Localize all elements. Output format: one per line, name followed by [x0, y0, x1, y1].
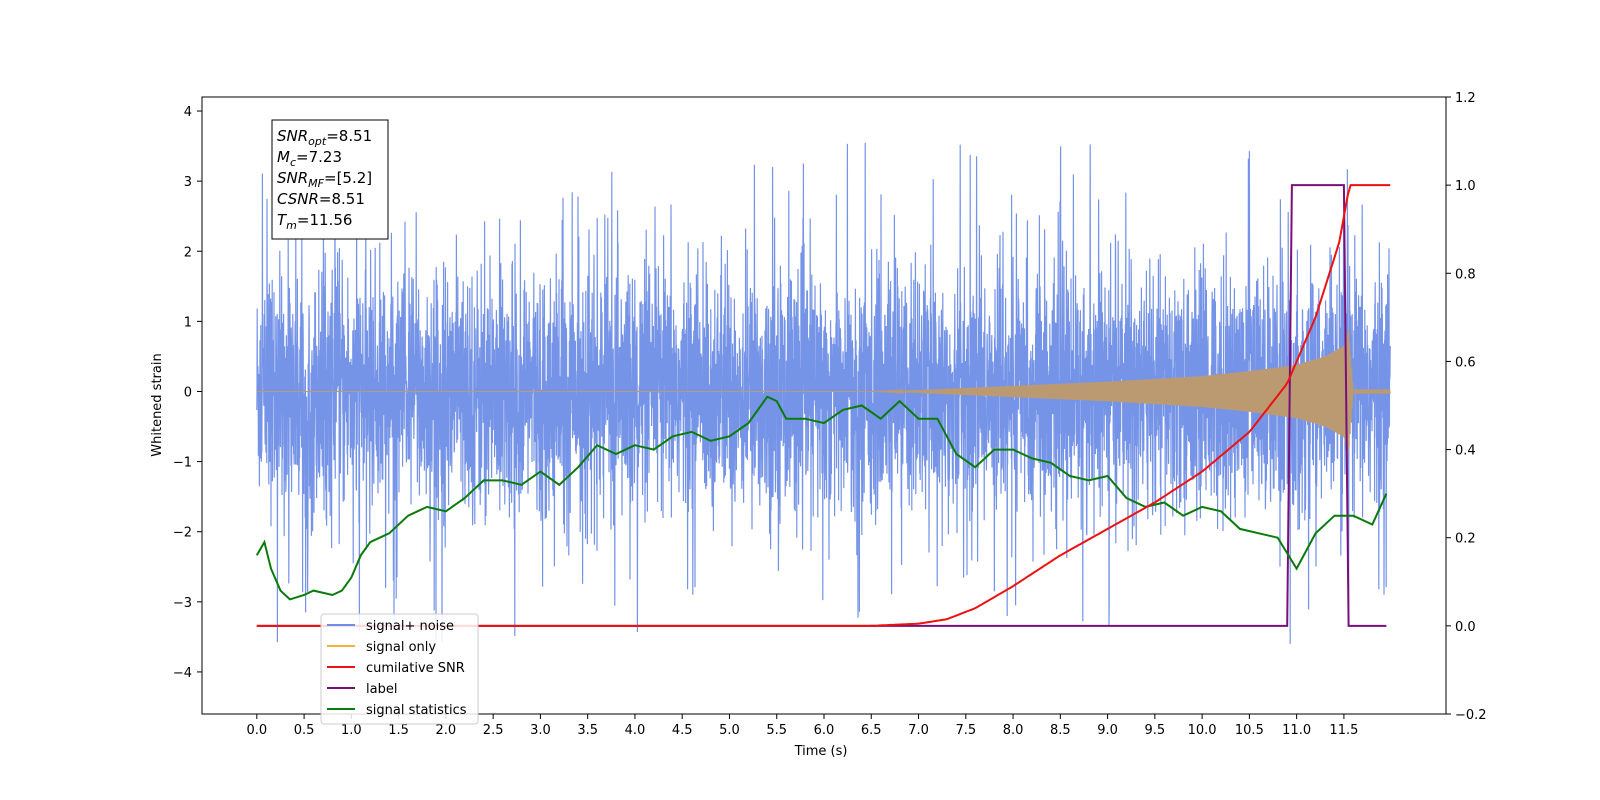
x-tick-label: 8.0 [1003, 723, 1024, 738]
x-tick-label: 10.5 [1235, 723, 1264, 738]
annotation-box: SNRopt=8.51Mc=7.23SNRMF=[5.2]CSNR=8.51Tm… [271, 119, 389, 240]
x-axis-ticks: 0.0 0.5 1.0 1.5 2.0 2.5 3.0 3.5 4.0 4.5 5.0 5.5 6.0 6… [246, 714, 1358, 738]
annotation-subscript: c [290, 156, 296, 169]
signal-only-series [256, 329, 1391, 454]
left-y-tick-label: 1 [184, 315, 192, 330]
signal-noise-line [256, 141, 1391, 644]
x-tick-label: 9.5 [1145, 723, 1166, 738]
x-tick-label: 9.0 [1097, 723, 1118, 738]
x-tick-label: 8.5 [1050, 723, 1071, 738]
right-y-tick-label: 0.6 [1455, 355, 1476, 370]
left-y-tick-label: −3 [173, 596, 192, 611]
left-y-tick-label: 2 [184, 245, 192, 260]
left-y-tick-label: 0 [184, 385, 192, 400]
annotation-symbol: SNR [277, 169, 308, 187]
annotation-subscript: opt [308, 135, 327, 148]
right-y-tick-label: 0.4 [1455, 444, 1476, 459]
annotation-subscript: m [286, 219, 297, 232]
left-y-axis-ticks: 4 3 2 1 0 −1 −2 −3 −4 [173, 105, 202, 681]
left-y-tick-label: −2 [173, 526, 192, 541]
annotation-subscript: MF [308, 177, 324, 190]
annotation-line: Tm=11.56 [277, 211, 352, 232]
x-tick-label: 5.5 [766, 723, 787, 738]
x-tick-label: 1.5 [388, 723, 409, 738]
label-line [256, 184, 1387, 627]
x-tick-label: 7.5 [955, 723, 976, 738]
legend-label: signal statistics [366, 703, 467, 718]
right-y-tick-label: 1.0 [1455, 179, 1476, 194]
annotation-line: CSNR=8.51 [277, 190, 365, 208]
x-tick-label: 6.5 [861, 723, 882, 738]
annotation-value: =8.51 [326, 127, 372, 145]
x-tick-label: 4.0 [625, 723, 646, 738]
signal-only-line [256, 329, 1391, 454]
right-y-tick-label: 0.0 [1455, 620, 1476, 635]
annotation-line: SNRopt=8.51 [277, 127, 372, 148]
x-tick-label: 10.0 [1188, 723, 1217, 738]
left-y-tick-label: 4 [184, 105, 192, 120]
x-tick-label: 6.0 [814, 723, 835, 738]
left-y-axis-label: Whitened strain [150, 353, 165, 456]
signal-noise-series [256, 141, 1391, 644]
annotation-symbol: M [277, 148, 290, 166]
x-axis-label: Time (s) [794, 744, 848, 759]
right-y-tick-label: 0.2 [1455, 532, 1476, 547]
x-tick-label: 4.5 [672, 723, 693, 738]
right-y-tick-label: −0.2 [1455, 708, 1487, 723]
legend-label: signal only [366, 640, 436, 655]
annotation-symbol: SNR [277, 127, 308, 145]
x-tick-label: 7.0 [908, 723, 929, 738]
x-tick-label: 11.5 [1329, 723, 1358, 738]
annotation-symbol: CSNR [277, 190, 319, 208]
x-tick-label: 11.0 [1282, 723, 1311, 738]
annotation-value: =11.56 [297, 211, 353, 229]
left-y-tick-label: −4 [173, 666, 192, 681]
annotation-line: SNRMF=[5.2] [277, 169, 372, 190]
annotation-value: =8.51 [319, 190, 365, 208]
x-tick-label: 0.5 [294, 723, 315, 738]
x-tick-label: 1.0 [341, 723, 362, 738]
legend-label: label [366, 682, 397, 697]
x-tick-label: 3.5 [577, 723, 598, 738]
x-tick-label: 5.0 [719, 723, 740, 738]
signal-statistics-line [255, 395, 1388, 601]
left-y-tick-label: −1 [173, 456, 192, 471]
annotation-frame [271, 119, 389, 240]
legend-label: signal+ noise [366, 619, 454, 634]
right-y-axis-ticks: 1.2 1.0 0.8 0.6 0.4 0.2 0.0 −0.2 [1446, 91, 1487, 723]
x-tick-label: 3.0 [530, 723, 551, 738]
x-tick-label: 2.0 [436, 723, 457, 738]
right-y-tick-label: 0.8 [1455, 267, 1476, 282]
legend: signal+ noise signal only cumilative SNR la… [320, 613, 479, 725]
x-tick-label: 2.5 [483, 723, 504, 738]
legend-label: cumilative SNR [366, 661, 465, 676]
left-y-tick-label: 3 [184, 175, 192, 190]
x-tick-label: 0.0 [246, 723, 267, 738]
annotation-value: =[5.2] [324, 169, 372, 187]
annotation-line: Mc=7.23 [277, 148, 342, 169]
annotation-value: =7.23 [296, 148, 342, 166]
annotation-symbol: T [277, 211, 288, 229]
right-y-tick-label: 1.2 [1455, 91, 1476, 106]
legend-frame [320, 613, 479, 725]
